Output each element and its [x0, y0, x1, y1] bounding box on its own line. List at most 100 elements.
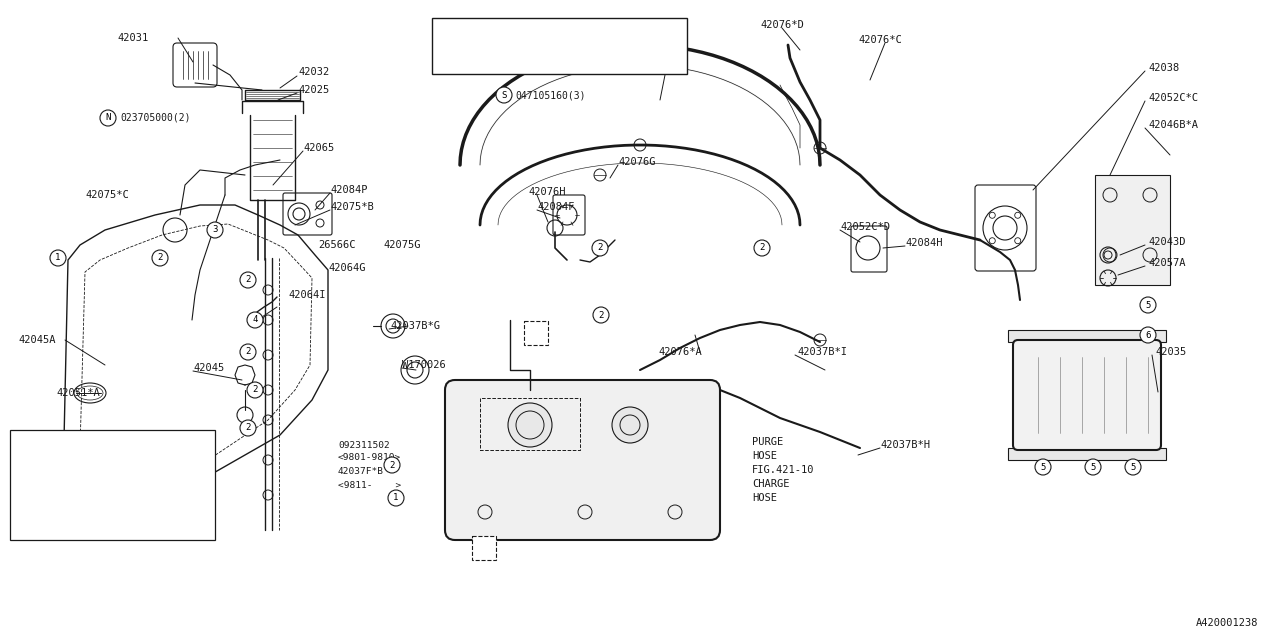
FancyBboxPatch shape [1094, 175, 1170, 285]
Text: HOSE: HOSE [753, 493, 777, 503]
Text: 5: 5 [1146, 301, 1151, 310]
Circle shape [100, 110, 116, 126]
FancyBboxPatch shape [1009, 330, 1166, 342]
Circle shape [1036, 459, 1051, 475]
Text: 42045A: 42045A [18, 335, 55, 345]
Text: 42031: 42031 [116, 33, 148, 43]
Text: 42052C*D: 42052C*D [840, 222, 890, 232]
Text: CHARGE: CHARGE [753, 479, 790, 489]
FancyBboxPatch shape [472, 536, 497, 560]
Text: 2: 2 [246, 275, 251, 285]
Circle shape [1140, 327, 1156, 343]
Text: B: B [474, 56, 479, 65]
Text: 2: 2 [389, 461, 394, 470]
Text: 42037F*B: 42037F*B [338, 467, 384, 477]
FancyBboxPatch shape [524, 321, 548, 345]
Circle shape [468, 24, 484, 40]
Text: 4: 4 [22, 516, 27, 525]
FancyBboxPatch shape [433, 18, 687, 74]
Text: 42076G: 42076G [618, 157, 655, 167]
Text: 5: 5 [1130, 463, 1135, 472]
Text: 42046B*A: 42046B*A [1148, 120, 1198, 130]
Text: HOSE: HOSE [753, 451, 777, 461]
Circle shape [152, 250, 168, 266]
Circle shape [754, 240, 771, 256]
Text: 1: 1 [55, 253, 60, 262]
Circle shape [247, 312, 262, 328]
Circle shape [436, 23, 454, 41]
Circle shape [593, 307, 609, 323]
Text: 42084H: 42084H [905, 238, 942, 248]
Text: A: A [481, 543, 488, 553]
Text: 42075G: 42075G [383, 240, 421, 250]
Text: 42076*B: 42076*B [640, 52, 684, 62]
Text: 42076*C: 42076*C [858, 35, 901, 45]
Circle shape [384, 457, 399, 473]
Text: 2: 2 [598, 310, 604, 319]
FancyBboxPatch shape [173, 43, 218, 87]
Text: 2: 2 [157, 253, 163, 262]
Circle shape [15, 460, 33, 478]
Text: 092313103(3): 092313103(3) [45, 490, 115, 500]
Circle shape [1125, 459, 1140, 475]
Text: 5: 5 [1091, 463, 1096, 472]
Text: 012308250(2): 012308250(2) [489, 55, 559, 65]
Text: 42025: 42025 [298, 85, 329, 95]
FancyBboxPatch shape [975, 185, 1036, 271]
Circle shape [497, 87, 512, 103]
Text: 42076*A: 42076*A [658, 347, 701, 357]
Circle shape [241, 420, 256, 436]
Text: 023808000(4): 023808000(4) [489, 27, 559, 37]
Text: 42035: 42035 [1155, 347, 1187, 357]
Text: 42037B*G: 42037B*G [390, 321, 440, 331]
Text: 2: 2 [22, 465, 27, 474]
Text: 1: 1 [393, 493, 398, 502]
Circle shape [15, 486, 33, 504]
Text: 42043D: 42043D [1148, 237, 1185, 247]
FancyBboxPatch shape [283, 193, 332, 235]
Circle shape [15, 512, 33, 530]
Text: 26566C: 26566C [317, 240, 356, 250]
FancyBboxPatch shape [1012, 340, 1161, 450]
Text: A: A [532, 328, 539, 338]
Text: A420001238: A420001238 [1196, 618, 1258, 628]
Circle shape [1140, 297, 1156, 313]
Text: 42045: 42045 [193, 363, 224, 373]
Text: N: N [105, 113, 110, 122]
Text: 42064G: 42064G [328, 263, 366, 273]
Circle shape [50, 250, 67, 266]
Text: 047105160(3): 047105160(3) [515, 90, 585, 100]
Text: 42051*A: 42051*A [56, 388, 100, 398]
Text: 2: 2 [598, 243, 603, 253]
Circle shape [436, 51, 454, 69]
Text: 42065: 42065 [303, 143, 334, 153]
Text: 047406120(5): 047406120(5) [65, 438, 136, 448]
Text: 023705000(2): 023705000(2) [120, 113, 191, 123]
Text: 092310504(8): 092310504(8) [45, 464, 115, 474]
Text: 42064I: 42064I [288, 290, 325, 300]
Circle shape [508, 403, 552, 447]
Text: <9811-    >: <9811- > [338, 481, 401, 490]
Text: <9801-9810>: <9801-9810> [338, 454, 401, 463]
Circle shape [388, 490, 404, 506]
Text: 1: 1 [22, 438, 27, 447]
Text: 6: 6 [443, 56, 449, 65]
Text: 42076*D: 42076*D [760, 20, 804, 30]
Text: 42038: 42038 [1148, 63, 1179, 73]
Text: 4: 4 [252, 316, 257, 324]
Circle shape [163, 218, 187, 242]
Text: 2: 2 [246, 348, 251, 356]
FancyBboxPatch shape [553, 195, 585, 235]
Text: 42057A: 42057A [1148, 258, 1185, 268]
Circle shape [15, 434, 33, 452]
Text: 42075*B: 42075*B [330, 202, 374, 212]
Text: 092311502: 092311502 [338, 440, 389, 449]
Circle shape [591, 240, 608, 256]
Circle shape [45, 435, 61, 451]
Text: S: S [502, 90, 507, 99]
Circle shape [241, 272, 256, 288]
Text: 42032: 42032 [298, 67, 329, 77]
Text: 42052C*C: 42052C*C [1148, 93, 1198, 103]
Text: 0951AE180: 0951AE180 [45, 516, 97, 526]
Text: 2: 2 [246, 424, 251, 433]
